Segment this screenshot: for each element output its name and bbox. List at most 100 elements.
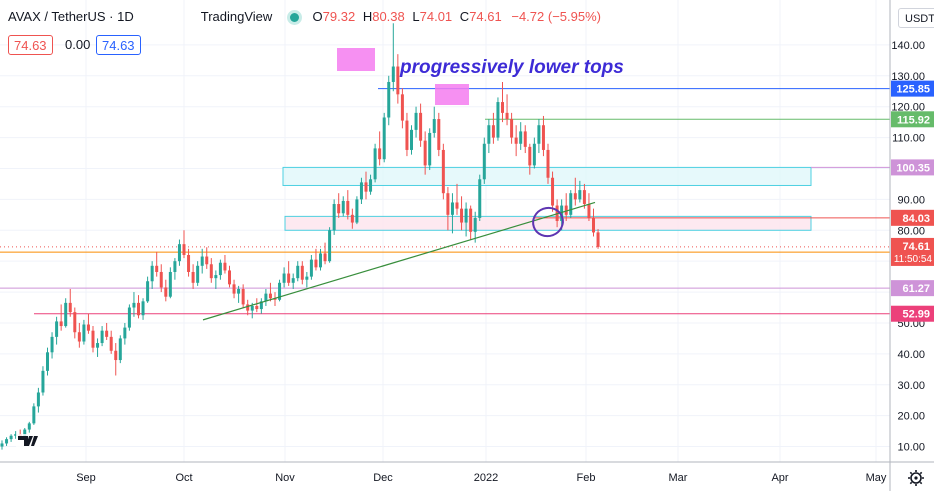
candle-body: [510, 119, 514, 138]
price-level-label: 100.35: [896, 162, 930, 174]
candle-body: [86, 324, 90, 331]
candle-body: [546, 149, 550, 178]
candle-body: [137, 302, 140, 316]
candle-body: [218, 262, 222, 276]
market-status-icon: [289, 13, 299, 23]
brand-label: TradingView: [200, 9, 273, 24]
open-label: O: [312, 9, 323, 24]
candle-body: [419, 112, 423, 141]
candle-body: [519, 131, 523, 144]
price-level-label-bg: [891, 159, 934, 176]
candle-body: [237, 288, 241, 294]
candle-body: [491, 125, 495, 138]
candle-body: [123, 327, 127, 339]
price-level-label-bg: [891, 80, 934, 97]
candle-body: [282, 273, 286, 283]
candle-body: [537, 125, 541, 144]
candle-body: [164, 287, 168, 297]
price-level-label: 115.92: [897, 114, 930, 126]
candle-body: [177, 244, 181, 262]
candle-body: [14, 434, 18, 436]
y-tick-label: 30.00: [897, 380, 925, 392]
candle-body: [305, 276, 309, 280]
close-label: C: [459, 9, 470, 24]
x-tick-label: Mar: [669, 472, 688, 484]
y-tick-label: 20.00: [897, 411, 925, 423]
candle-body: [187, 254, 191, 272]
candle-body: [587, 204, 591, 218]
candle-body: [446, 193, 450, 215]
drawings-layer: [202, 48, 596, 321]
change-value: −4.72 (−5.95%): [511, 9, 601, 24]
candle-body: [91, 330, 95, 348]
candle-body: [205, 256, 209, 265]
price-level-label-bg: [891, 111, 934, 128]
candle-body: [182, 244, 186, 255]
settings-gear-icon[interactable]: [908, 470, 924, 486]
candle-body: [250, 305, 254, 311]
time-axis[interactable]: Sep Oct Nov Dec 2022 Feb Mar Apr May: [76, 472, 887, 484]
price-level-label: 61.27: [902, 283, 930, 295]
y-tick-label: 10.00: [897, 442, 925, 454]
candle-body: [209, 264, 213, 279]
candle-body: [359, 182, 363, 200]
top-highlight-box-2: [435, 84, 469, 105]
y-tick-label: 140.00: [891, 40, 925, 52]
candle-body: [55, 321, 59, 337]
candle-body: [364, 182, 368, 192]
candle-body: [391, 66, 395, 82]
candle-body: [114, 350, 118, 361]
y-tick-label: 110.00: [892, 133, 925, 145]
x-tick-label: May: [866, 472, 887, 484]
candle-body: [473, 217, 477, 232]
candle-body: [441, 149, 445, 194]
candle-body: [582, 190, 586, 205]
candle-body: [287, 273, 291, 283]
currency-button[interactable]: USDT: [898, 8, 934, 28]
candle-body: [155, 265, 159, 272]
candle-body: [373, 148, 377, 180]
candle-body: [414, 112, 418, 130]
trendline: [202, 201, 596, 321]
price-level-label: 84.03: [902, 213, 930, 225]
buy-button[interactable]: 74.63: [96, 35, 141, 55]
sell-button[interactable]: 74.63: [8, 35, 53, 55]
candle-body: [27, 423, 31, 430]
candle-body: [337, 204, 341, 214]
candle-body: [355, 199, 359, 223]
candle-body: [514, 137, 518, 144]
candle-body: [118, 338, 122, 361]
candle-body: [432, 119, 436, 133]
candle-body: [46, 352, 49, 371]
candle-body: [482, 143, 486, 180]
candle-body: [332, 204, 336, 231]
countdown-label: 11:50:54: [894, 254, 933, 265]
x-tick-label: Sep: [76, 472, 96, 484]
candle-body: [300, 265, 304, 280]
symbol-title[interactable]: AVAX / TetherUS · 1D: [8, 9, 134, 24]
candle-body: [105, 330, 109, 337]
candle-body: [496, 102, 500, 138]
candle-body: [141, 301, 145, 316]
candle-body: [428, 132, 432, 166]
candle-body: [228, 270, 231, 285]
candle-body: [82, 324, 86, 342]
candle-body: [246, 304, 250, 311]
candle-body: [378, 148, 382, 160]
price-level-label: 52.99: [902, 309, 930, 321]
candle-body: [328, 230, 332, 262]
price-level-label: 125.85: [896, 84, 930, 96]
candle-body: [159, 271, 163, 288]
candle-body: [241, 288, 245, 305]
candle-body: [232, 284, 236, 294]
candle-body: [100, 330, 104, 344]
candle-body: [400, 94, 404, 121]
candle-body: [214, 275, 218, 279]
tradingview-logo: [16, 434, 40, 450]
candle-body: [77, 332, 81, 342]
candles-layer: [0, 23, 600, 450]
current-price-label: 74.61: [902, 241, 930, 253]
high-value: 80.38: [372, 9, 405, 24]
annotation-text: progressively lower tops: [399, 57, 624, 78]
